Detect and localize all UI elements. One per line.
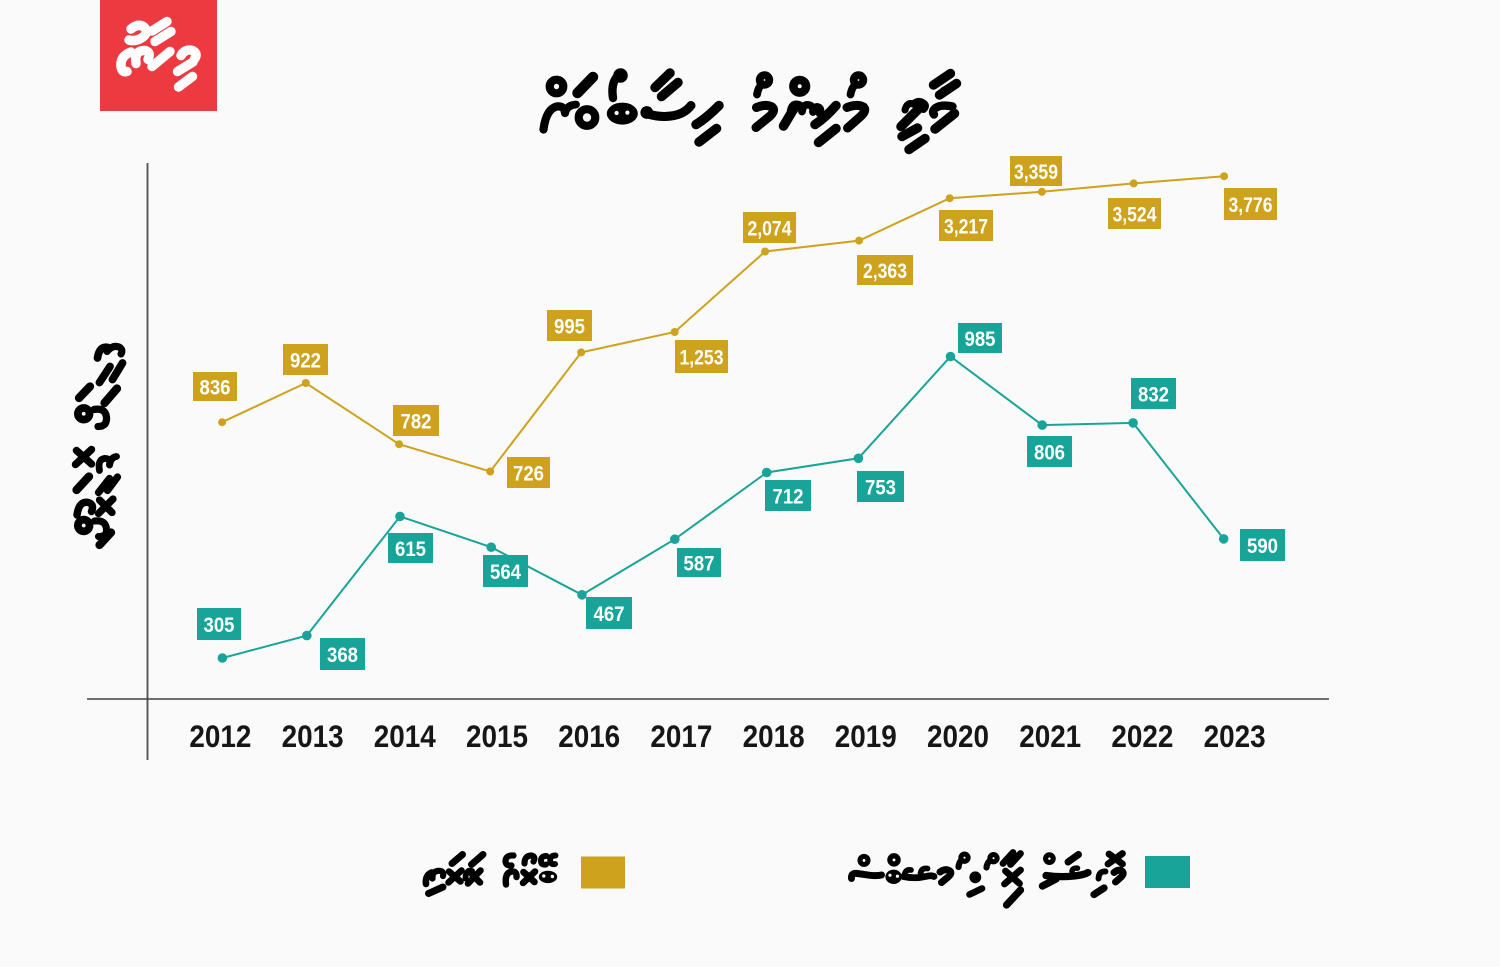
svg-text:2015: 2015 [466, 718, 528, 754]
svg-text:2014: 2014 [374, 718, 436, 754]
svg-text:3,217: 3,217 [944, 216, 988, 239]
svg-text:1,253: 1,253 [680, 347, 724, 370]
svg-text:2012: 2012 [189, 718, 251, 754]
svg-text:2,363: 2,363 [863, 260, 907, 283]
svg-text:712: 712 [773, 486, 804, 509]
svg-text:2017: 2017 [650, 718, 712, 754]
svg-text:832: 832 [1138, 384, 1169, 407]
svg-text:985: 985 [965, 328, 996, 351]
svg-text:2018: 2018 [743, 718, 805, 754]
svg-text:2020: 2020 [927, 718, 989, 754]
svg-text:836: 836 [200, 377, 231, 400]
svg-text:753: 753 [865, 477, 896, 500]
svg-text:2016: 2016 [558, 718, 620, 754]
svg-text:305: 305 [204, 614, 235, 637]
svg-text:2023: 2023 [1204, 718, 1266, 754]
svg-text:782: 782 [401, 411, 432, 434]
svg-text:2019: 2019 [835, 718, 897, 754]
svg-text:2,074: 2,074 [748, 218, 792, 241]
svg-text:2013: 2013 [282, 718, 344, 754]
svg-text:3,776: 3,776 [1229, 194, 1273, 217]
svg-text:590: 590 [1247, 535, 1278, 558]
svg-text:615: 615 [395, 538, 426, 561]
svg-text:3,524: 3,524 [1113, 204, 1157, 227]
svg-text:368: 368 [327, 644, 358, 667]
svg-text:995: 995 [554, 316, 585, 339]
svg-text:806: 806 [1034, 442, 1065, 465]
svg-text:726: 726 [513, 463, 544, 486]
svg-text:587: 587 [684, 553, 715, 576]
svg-text:564: 564 [490, 561, 521, 584]
svg-text:467: 467 [594, 603, 625, 626]
svg-text:2021: 2021 [1019, 718, 1081, 754]
svg-text:3,359: 3,359 [1014, 161, 1058, 184]
svg-text:922: 922 [290, 350, 321, 373]
svg-text:2022: 2022 [1111, 718, 1173, 754]
